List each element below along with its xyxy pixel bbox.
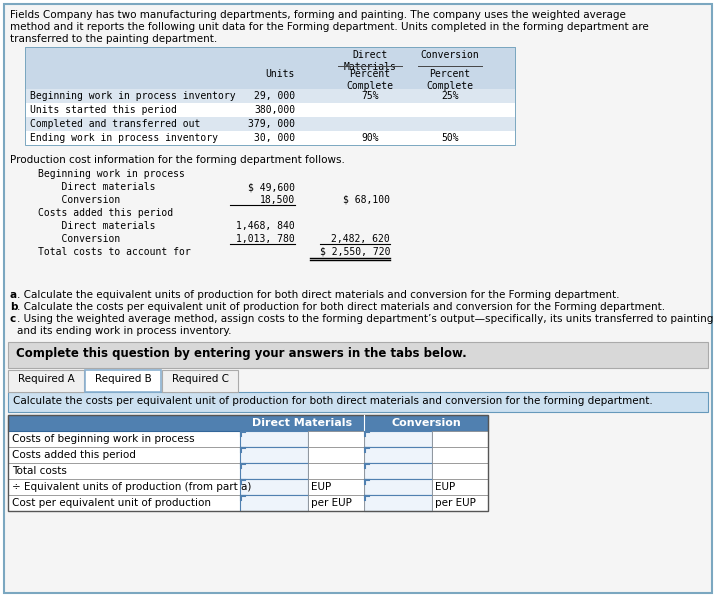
Text: Calculate the costs per equivalent unit of production for both direct materials : Calculate the costs per equivalent unit … bbox=[13, 396, 653, 406]
Text: $ 49,600: $ 49,600 bbox=[248, 182, 295, 192]
Text: Total costs to account for: Total costs to account for bbox=[38, 247, 190, 257]
Text: b: b bbox=[10, 302, 17, 312]
Text: 29, 000: 29, 000 bbox=[254, 91, 295, 101]
Text: Direct
Materials: Direct Materials bbox=[344, 50, 397, 72]
Bar bbox=[8, 415, 488, 511]
Bar bbox=[8, 392, 708, 412]
Text: Ending work in process inventory: Ending work in process inventory bbox=[30, 133, 218, 143]
Bar bbox=[240, 463, 308, 479]
Bar bbox=[308, 479, 364, 495]
Bar bbox=[240, 447, 308, 463]
Bar bbox=[85, 370, 161, 392]
Text: 75%: 75% bbox=[361, 91, 379, 101]
Text: 18,500: 18,500 bbox=[260, 195, 295, 205]
Text: Costs added this period: Costs added this period bbox=[38, 208, 173, 218]
Bar bbox=[364, 495, 432, 511]
Bar bbox=[308, 463, 364, 479]
Text: Complete this question by entering your answers in the tabs below.: Complete this question by entering your … bbox=[16, 347, 467, 360]
Text: Conversion: Conversion bbox=[420, 50, 480, 60]
Text: Beginning work in process inventory: Beginning work in process inventory bbox=[30, 91, 236, 101]
Text: Percent
Complete: Percent Complete bbox=[347, 69, 394, 91]
Bar bbox=[308, 495, 364, 511]
Text: EUP: EUP bbox=[435, 482, 455, 492]
Bar bbox=[25, 47, 515, 89]
Text: Conversion: Conversion bbox=[391, 418, 461, 428]
Text: Conversion: Conversion bbox=[38, 234, 120, 244]
Text: Direct Materials: Direct Materials bbox=[252, 418, 352, 428]
Bar bbox=[8, 447, 488, 463]
Text: c: c bbox=[10, 314, 16, 324]
Bar bbox=[162, 370, 238, 392]
Text: Units: Units bbox=[266, 69, 295, 79]
Text: 50%: 50% bbox=[441, 133, 459, 143]
Bar bbox=[25, 47, 515, 145]
Bar bbox=[25, 117, 515, 131]
Bar bbox=[364, 479, 432, 495]
Text: 380,000: 380,000 bbox=[254, 105, 295, 115]
Text: per EUP: per EUP bbox=[311, 498, 352, 508]
Bar bbox=[25, 131, 515, 145]
Text: $ 2,550, 720: $ 2,550, 720 bbox=[319, 247, 390, 257]
Text: EUP: EUP bbox=[311, 482, 332, 492]
Text: a: a bbox=[10, 290, 17, 300]
Bar bbox=[240, 495, 308, 511]
Text: Total costs: Total costs bbox=[12, 466, 67, 476]
Bar bbox=[8, 495, 488, 511]
Text: $ 68,100: $ 68,100 bbox=[343, 195, 390, 205]
Text: Required C: Required C bbox=[172, 374, 228, 384]
Bar bbox=[25, 89, 515, 103]
Text: Direct materials: Direct materials bbox=[38, 182, 155, 192]
Bar bbox=[240, 479, 308, 495]
Text: Beginning work in process: Beginning work in process bbox=[38, 169, 185, 179]
Text: 1,013, 780: 1,013, 780 bbox=[236, 234, 295, 244]
Bar bbox=[308, 447, 364, 463]
Bar bbox=[364, 463, 432, 479]
Bar bbox=[8, 463, 488, 479]
Text: Required B: Required B bbox=[95, 374, 151, 384]
Bar bbox=[432, 431, 488, 447]
Bar bbox=[25, 103, 515, 117]
Text: Conversion: Conversion bbox=[38, 195, 120, 205]
Bar bbox=[8, 479, 488, 495]
Text: 379, 000: 379, 000 bbox=[248, 119, 295, 129]
Text: method and it reports the following unit data for the Forming department. Units : method and it reports the following unit… bbox=[10, 22, 649, 32]
Bar bbox=[432, 479, 488, 495]
Bar bbox=[240, 431, 308, 447]
Text: 1,468, 840: 1,468, 840 bbox=[236, 221, 295, 231]
Text: . Using the weighted average method, assign costs to the forming department’s ou: . Using the weighted average method, ass… bbox=[17, 314, 713, 324]
Text: Costs added this period: Costs added this period bbox=[12, 450, 136, 460]
Text: 30, 000: 30, 000 bbox=[254, 133, 295, 143]
Text: 90%: 90% bbox=[361, 133, 379, 143]
Text: Production cost information for the forming department follows.: Production cost information for the form… bbox=[10, 155, 345, 165]
Text: transferred to the painting department.: transferred to the painting department. bbox=[10, 34, 217, 44]
Bar bbox=[364, 431, 432, 447]
Text: Percent
Complete: Percent Complete bbox=[427, 69, 473, 91]
Bar bbox=[432, 495, 488, 511]
Bar bbox=[432, 447, 488, 463]
Bar bbox=[8, 370, 84, 392]
Bar bbox=[8, 431, 488, 447]
Text: and its ending work in process inventory.: and its ending work in process inventory… bbox=[17, 326, 231, 336]
Text: . Calculate the equivalent units of production for both direct materials and con: . Calculate the equivalent units of prod… bbox=[17, 290, 619, 300]
Text: ÷ Equivalent units of production (from part a): ÷ Equivalent units of production (from p… bbox=[12, 482, 251, 492]
Text: per EUP: per EUP bbox=[435, 498, 476, 508]
Text: Direct materials: Direct materials bbox=[38, 221, 155, 231]
Bar bbox=[8, 415, 488, 431]
Bar bbox=[364, 447, 432, 463]
Text: Fields Company has two manufacturing departments, forming and painting. The comp: Fields Company has two manufacturing dep… bbox=[10, 10, 626, 20]
Text: Completed and transferred out: Completed and transferred out bbox=[30, 119, 200, 129]
Text: . Calculate the costs per equivalent unit of production for both direct material: . Calculate the costs per equivalent uni… bbox=[17, 302, 665, 312]
Bar bbox=[432, 463, 488, 479]
Bar bbox=[308, 431, 364, 447]
Text: Cost per equivalent unit of production: Cost per equivalent unit of production bbox=[12, 498, 211, 508]
Text: Required A: Required A bbox=[18, 374, 74, 384]
Text: Costs of beginning work in process: Costs of beginning work in process bbox=[12, 434, 195, 444]
Text: 2,482, 620: 2,482, 620 bbox=[332, 234, 390, 244]
Text: Units started this period: Units started this period bbox=[30, 105, 177, 115]
Text: 25%: 25% bbox=[441, 91, 459, 101]
Bar bbox=[8, 342, 708, 368]
